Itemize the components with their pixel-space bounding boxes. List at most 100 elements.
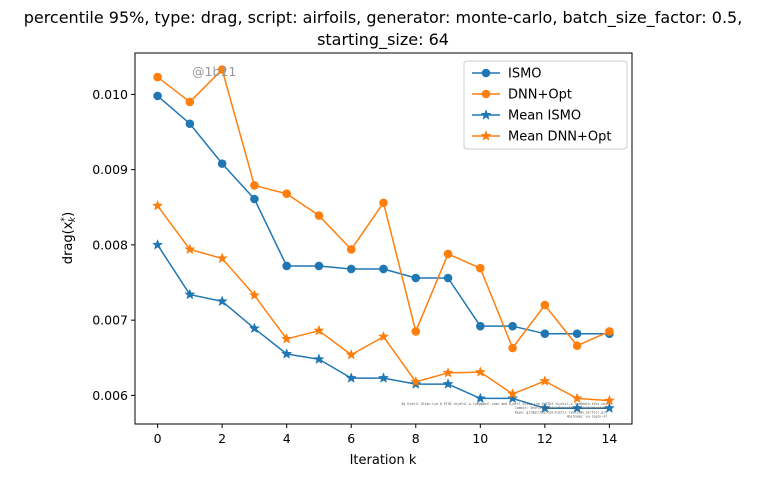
data-point	[571, 402, 583, 413]
legend: ISMO DNN+Opt Mean ISMO Mean DNN+Opt	[463, 60, 628, 150]
legend-item: ISMO	[472, 67, 542, 82]
footnote-line: Commit: 3e5f1f8eb9c3c7d5d4ea5b1bc7c4c2f2…	[515, 406, 607, 410]
data-point	[506, 392, 519, 404]
x-tick-label: 12	[537, 431, 553, 446]
legend-marker	[481, 68, 491, 78]
data-point	[153, 72, 162, 82]
data-point	[314, 211, 324, 220]
axes-frame	[134, 52, 633, 425]
legend-box	[463, 60, 628, 150]
x-tick-label: 6	[347, 431, 355, 446]
y-tick-label: 0.010	[92, 87, 128, 102]
data-point	[571, 392, 583, 404]
x-tick-label: 10	[472, 431, 488, 446]
data-point	[346, 264, 356, 274]
series-dnn-opt	[153, 65, 614, 353]
data-point	[185, 97, 195, 107]
data-point	[281, 348, 293, 359]
legend-item: Mean DNN+Opt	[472, 130, 612, 145]
data-point	[217, 159, 227, 168]
x-tick-label: 14	[601, 431, 617, 446]
data-point	[281, 333, 293, 344]
data-point	[313, 353, 325, 365]
data-point	[443, 273, 453, 283]
data-point	[282, 189, 291, 199]
y-tick-label: 0.006	[92, 388, 128, 403]
footnote: By Kjetil Olsen Lye @ ETHZ <kjetil.o.lye…	[402, 402, 607, 419]
data-point	[379, 264, 388, 274]
data-point	[250, 181, 259, 190]
data-point	[248, 289, 261, 301]
plot-area	[151, 65, 616, 413]
legend-item: DNN+Opt	[472, 88, 572, 103]
legend-marker	[480, 130, 492, 141]
legend-label: Mean ISMO	[508, 109, 581, 124]
data-point	[442, 366, 454, 378]
data-point	[605, 327, 614, 336]
data-point	[411, 327, 421, 336]
data-point	[345, 372, 357, 383]
data-point	[250, 194, 259, 204]
data-point	[184, 288, 196, 300]
x-tick-label: 4	[283, 431, 291, 446]
x-axis: 0 2 4 6 8 10 12 14	[154, 424, 617, 446]
data-point	[151, 238, 164, 250]
data-point	[345, 348, 357, 360]
data-point	[411, 273, 421, 283]
chart-title-line-2: starting_size: 64	[317, 30, 449, 50]
data-point	[217, 65, 227, 74]
data-point	[185, 119, 195, 129]
y-tick-label: 0.007	[92, 313, 128, 328]
data-point	[540, 329, 550, 338]
data-point	[346, 245, 356, 254]
y-tick-label: 0.009	[92, 162, 128, 177]
legend-label: DNN+Opt	[508, 88, 572, 103]
x-tick-label: 2	[218, 431, 226, 446]
data-point	[506, 387, 519, 399]
data-point	[539, 402, 551, 413]
data-point	[508, 321, 517, 331]
footnote-line: By Kjetil Olsen Lye @ ETHZ <kjetil.o.lye…	[402, 402, 607, 406]
data-point	[603, 394, 616, 406]
data-point	[476, 263, 485, 273]
data-point	[443, 249, 453, 259]
legend-label: Mean DNN+Opt	[508, 130, 612, 145]
data-point	[474, 366, 486, 377]
legend-marker	[480, 109, 492, 120]
data-point	[508, 343, 517, 353]
data-point	[539, 375, 551, 386]
data-point	[282, 261, 291, 271]
chart-title-line-1: percentile 95%, type: drag, script: airf…	[24, 8, 743, 28]
data-point	[442, 378, 454, 389]
data-point	[572, 329, 582, 338]
data-point	[377, 330, 390, 342]
data-point	[184, 243, 196, 255]
legend-marker	[481, 89, 491, 99]
legend-item: Mean ISMO	[472, 109, 581, 124]
data-point	[216, 252, 228, 264]
watermark: @1b11	[192, 64, 236, 79]
data-point	[410, 375, 422, 387]
footnote-line: Hostname: eu-login-41	[567, 415, 607, 419]
data-point	[377, 372, 390, 383]
data-point	[216, 295, 228, 307]
data-point	[248, 322, 261, 334]
data-point	[151, 199, 164, 211]
data-point	[572, 341, 582, 351]
legend-label: ISMO	[508, 67, 542, 82]
data-point	[603, 402, 616, 413]
data-point	[153, 91, 162, 101]
data-point	[379, 198, 388, 208]
y-tick-label: 0.008	[92, 237, 128, 252]
x-tick-label: 0	[154, 431, 162, 446]
data-point	[474, 392, 486, 404]
series-mean-dnn-opt	[151, 199, 616, 406]
data-point	[314, 261, 324, 271]
x-axis-label: Iteration k	[350, 453, 417, 468]
data-point	[313, 324, 325, 336]
data-point	[540, 300, 550, 310]
x-tick-label: 8	[412, 431, 420, 446]
y-axis-label: drag(x*k)	[60, 212, 78, 264]
footnote-line: Repo: git@github.com:kjetil-lye/ismo_air…	[515, 410, 607, 414]
